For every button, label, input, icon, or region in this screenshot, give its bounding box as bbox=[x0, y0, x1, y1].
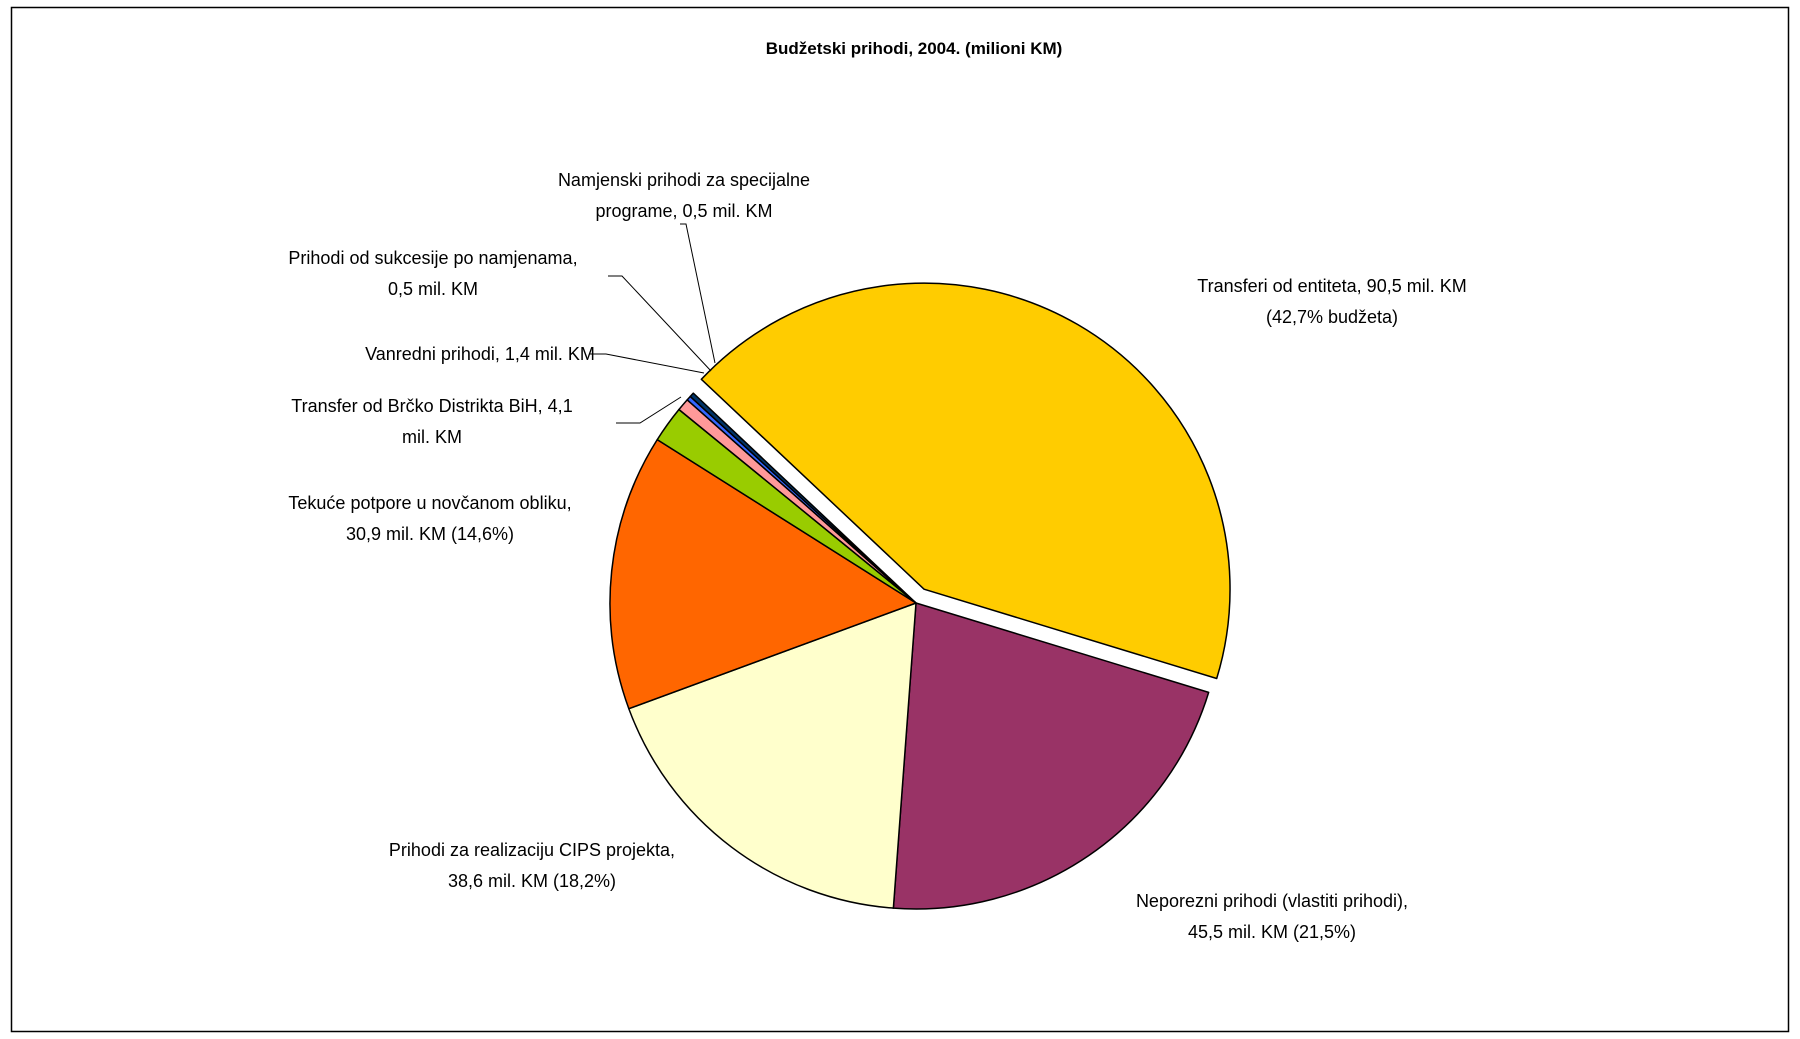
slice-label-7-line-1: Prihodi od sukcesije po namjenama, bbox=[288, 248, 577, 268]
slice-label-2: Neporezni prihodi (vlastiti prihodi), 45,… bbox=[1136, 891, 1408, 942]
slice-label-1-line-2: (42,7% budžeta) bbox=[1266, 307, 1398, 327]
slice-label-4-line-2: 30,9 mil. KM (14,6%) bbox=[346, 524, 514, 544]
slice-label-1: Transferi od entiteta, 90,5 mil. KM (42,7… bbox=[1197, 276, 1466, 327]
leader-line-8 bbox=[680, 223, 716, 364]
slice-label-3-line-2: 38,6 mil. KM (18,2%) bbox=[448, 871, 616, 891]
slice-label-8: Namjenski prihodi za specijalne programe,… bbox=[558, 170, 810, 221]
pie-slice-1 bbox=[700, 282, 1231, 680]
slice-label-1-line-1: Transferi od entiteta, 90,5 mil. KM bbox=[1197, 276, 1466, 296]
leader-lines bbox=[590, 223, 716, 424]
slice-label-5-line-2: mil. KM bbox=[402, 427, 462, 447]
slice-label-7: Prihodi od sukcesije po namjenama, 0,5 mi… bbox=[288, 248, 577, 299]
pie-slice-3 bbox=[628, 602, 917, 909]
leader-line-6 bbox=[590, 353, 705, 374]
slice-label-5: Transfer od Brčko Distrikta BiH, 4,1 mil.… bbox=[291, 396, 572, 447]
slice-label-4: Tekuće potpore u novčanom obliku, 30,9 mi… bbox=[288, 493, 571, 544]
chart-title: Budžetski prihodi, 2004. (milioni KM) bbox=[766, 39, 1063, 58]
pie-slice-4 bbox=[609, 438, 917, 710]
pie-slices bbox=[609, 282, 1231, 910]
slice-label-8-line-2: programe, 0,5 mil. KM bbox=[595, 201, 772, 221]
leader-line-7 bbox=[608, 275, 712, 372]
slice-label-3-line-1: Prihodi za realizaciju CIPS projekta, bbox=[389, 840, 675, 860]
slice-label-2-line-2: 45,5 mil. KM (21,5%) bbox=[1188, 922, 1356, 942]
slice-label-2-line-1: Neporezni prihodi (vlastiti prihodi), bbox=[1136, 891, 1408, 911]
pie-slice-8 bbox=[689, 392, 917, 604]
slice-label-5-line-1: Transfer od Brčko Distrikta BiH, 4,1 bbox=[291, 396, 572, 416]
slice-label-4-line-1: Tekuće potpore u novčanom obliku, bbox=[288, 493, 571, 513]
slice-label-7-line-2: 0,5 mil. KM bbox=[388, 279, 478, 299]
slice-labels: Transferi od entiteta, 90,5 mil. KM (42,7… bbox=[288, 170, 1466, 942]
slice-label-8-line-1: Namjenski prihodi za specijalne bbox=[558, 170, 810, 190]
pie-slice-2 bbox=[892, 602, 1210, 910]
leader-line-5 bbox=[616, 396, 682, 424]
slice-label-6-line-1: Vanredni prihodi, 1,4 mil. KM bbox=[365, 344, 595, 364]
slice-label-6: Vanredni prihodi, 1,4 mil. KM bbox=[365, 344, 595, 364]
slice-label-3: Prihodi za realizaciju CIPS projekta, 38,… bbox=[389, 840, 675, 891]
